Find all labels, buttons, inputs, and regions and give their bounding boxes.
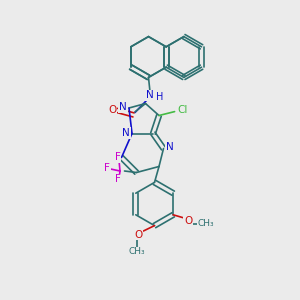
Text: N: N — [119, 102, 127, 112]
Text: F: F — [115, 174, 121, 184]
Text: O: O — [184, 216, 192, 226]
Text: N: N — [146, 90, 154, 100]
Text: F: F — [115, 152, 121, 163]
Text: O: O — [108, 105, 116, 115]
Text: CH₃: CH₃ — [128, 248, 145, 256]
Text: CH₃: CH₃ — [198, 219, 214, 228]
Text: N: N — [122, 128, 130, 138]
Text: H: H — [156, 92, 163, 102]
Text: F: F — [104, 163, 110, 173]
Text: O: O — [134, 230, 143, 240]
Text: Cl: Cl — [178, 105, 188, 115]
Text: N: N — [166, 142, 174, 152]
